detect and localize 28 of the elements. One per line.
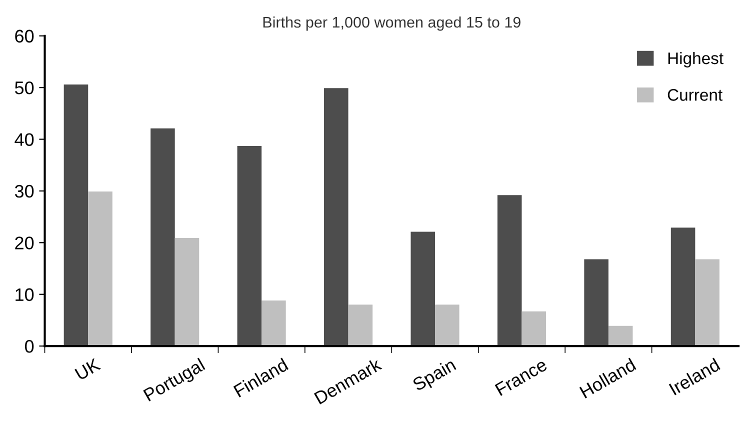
chart-title: Births per 1,000 women aged 15 to 19 [263,16,520,31]
y-tick-label: 60 [15,30,34,43]
x-tick-label: UK [74,358,102,380]
legend-label: Highest [668,52,724,68]
bar [324,88,348,346]
y-tick-label: 10 [16,288,34,302]
legend-label: Current [668,89,722,101]
bar [522,311,546,346]
bar [410,232,436,346]
y-tick-label: 50 [14,82,34,94]
bar [695,259,720,346]
bar [348,304,373,346]
bar [584,259,608,346]
y-tick-label: 40 [14,133,34,146]
bar [88,191,112,346]
bar [608,326,633,346]
bar [262,300,286,346]
bar [497,195,522,346]
y-tick-label: 0 [25,340,34,353]
bar [150,128,175,346]
bar [237,146,262,346]
bar [435,304,460,346]
bar [174,238,200,346]
y-tick-label: 30 [14,184,34,198]
bar [670,228,696,346]
y-tick-label: 20 [15,236,34,250]
bar [64,84,88,346]
x-tick-label: Spain [412,358,458,394]
